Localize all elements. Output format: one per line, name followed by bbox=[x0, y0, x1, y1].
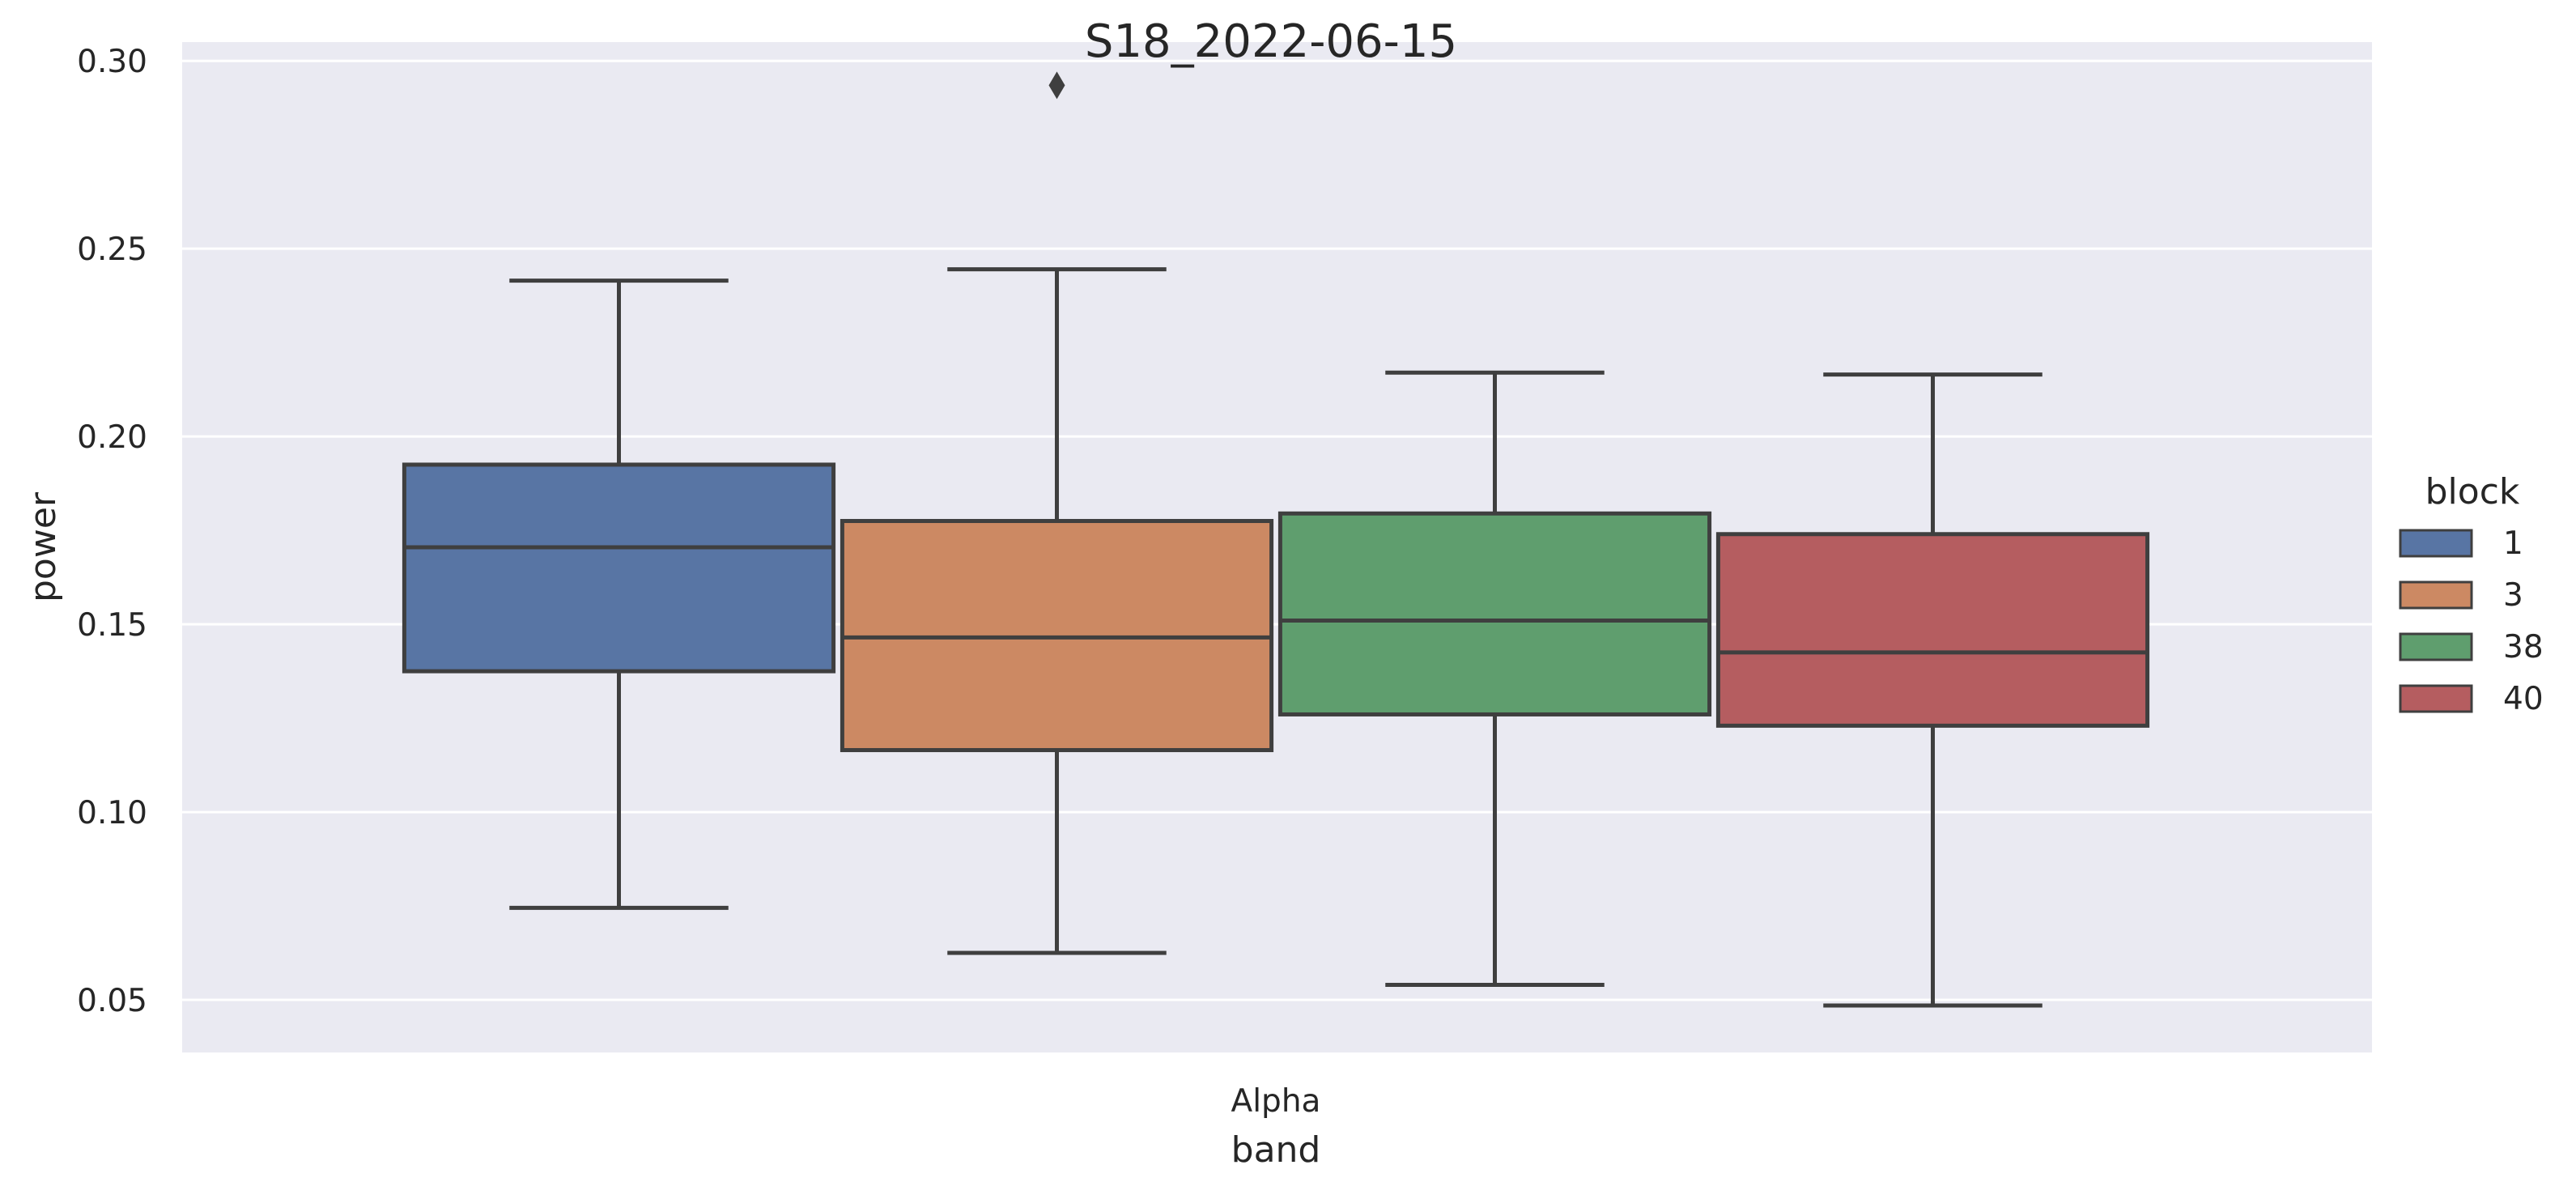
legend-item-1: 1 bbox=[2399, 525, 2523, 562]
box-3 bbox=[840, 71, 1274, 955]
box-iqr bbox=[1277, 511, 1712, 716]
y-tick-label: 0.25 bbox=[77, 232, 147, 268]
y-tick-label: 0.20 bbox=[77, 419, 147, 456]
legend-label: 38 bbox=[2503, 629, 2544, 665]
legend-swatch bbox=[2399, 684, 2473, 713]
outlier-point bbox=[1048, 71, 1065, 100]
legend: block 1 3 38 40 bbox=[2399, 471, 2544, 717]
legend-swatch bbox=[2399, 632, 2473, 661]
x-tick-label: Alpha bbox=[1231, 1083, 1321, 1120]
legend-label: 40 bbox=[2503, 681, 2544, 717]
y-axis: 0.05 0.10 0.15 0.20 0.25 0.30 bbox=[77, 44, 147, 1019]
x-axis-label: band bbox=[1231, 1129, 1321, 1171]
y-tick-label: 0.10 bbox=[77, 795, 147, 831]
legend-swatch bbox=[2399, 529, 2473, 558]
legend-item-40: 40 bbox=[2399, 681, 2544, 717]
chart-title: S18_2022-06-15 bbox=[1085, 15, 1457, 68]
legend-label: 3 bbox=[2503, 577, 2523, 614]
boxes bbox=[402, 71, 2150, 1008]
legend-title: block bbox=[2425, 471, 2520, 512]
box-1 bbox=[402, 278, 836, 910]
box-38 bbox=[1277, 370, 1712, 987]
y-tick-label: 0.30 bbox=[77, 44, 147, 80]
legend-swatch bbox=[2399, 580, 2473, 610]
y-axis-label: power bbox=[23, 491, 64, 602]
legend-label: 1 bbox=[2503, 525, 2523, 562]
box-iqr bbox=[1715, 532, 2150, 728]
box-iqr bbox=[402, 462, 836, 674]
legend-item-3: 3 bbox=[2399, 577, 2523, 614]
box-40 bbox=[1715, 372, 2150, 1008]
y-tick-label: 0.05 bbox=[77, 983, 147, 1019]
y-tick-label: 0.15 bbox=[77, 607, 147, 644]
legend-item-38: 38 bbox=[2399, 629, 2544, 665]
